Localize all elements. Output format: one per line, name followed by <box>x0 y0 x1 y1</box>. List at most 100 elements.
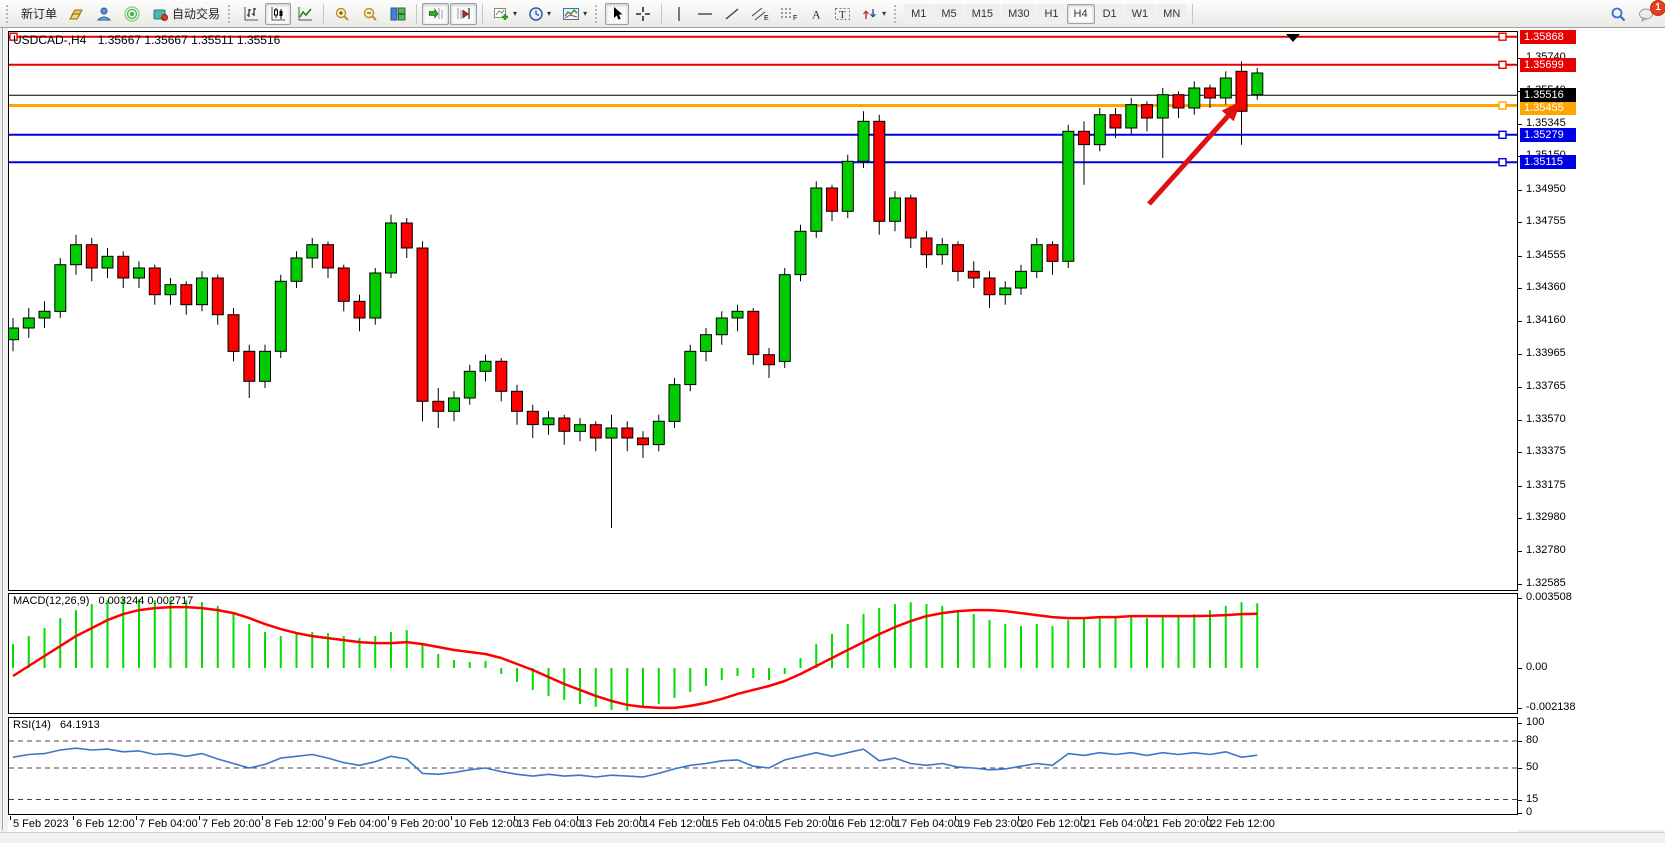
time-tick-mark <box>766 816 767 820</box>
chart-symbol-period: USDCAD-,H4 <box>13 33 87 47</box>
gold-icon-button[interactable] <box>63 3 90 25</box>
time-tick-mark <box>262 816 263 820</box>
price-tick-label: 1.34950 <box>1526 183 1566 195</box>
horizontal-line-tool-button[interactable] <box>692 3 718 25</box>
notifications-button[interactable]: 1 <box>1633 0 1665 25</box>
text-tool-button[interactable]: A <box>804 3 828 25</box>
rsi-level-label: 15 <box>1526 793 1539 805</box>
zoom-in-button[interactable] <box>329 3 356 25</box>
price-tick-mark <box>1518 190 1522 191</box>
tab-timeframe-w1[interactable]: W1 <box>1124 3 1156 24</box>
cursor-button[interactable] <box>605 2 630 25</box>
candlestick-chart-button[interactable] <box>265 2 292 25</box>
price-tick-mark <box>1518 256 1522 257</box>
tile-windows-button[interactable] <box>385 3 411 25</box>
new-order-label: 新订单 <box>21 7 58 21</box>
toolbar-separator <box>661 3 663 24</box>
price-line-badge: 1.35868 <box>1520 30 1576 44</box>
signal-icon <box>124 5 140 22</box>
search-icon <box>1611 7 1626 21</box>
rsi-indicator-panel[interactable]: RSI(14) 64.1913 <box>8 717 1518 815</box>
fibonacci-tool-button[interactable]: F <box>775 3 803 25</box>
price-axis[interactable]: 1.357401.355401.353451.351501.349501.347… <box>1518 28 1665 830</box>
price-tick-mark <box>1518 452 1522 453</box>
tab-timeframe-m15[interactable]: M15 <box>964 3 1001 24</box>
arrows-tool-button[interactable]: ▾ <box>857 3 891 25</box>
price-tick-mark <box>1518 387 1522 388</box>
time-axis-label: 9 Feb 04:00 <box>328 818 387 830</box>
macd-canvas[interactable] <box>9 594 1517 713</box>
candlestick-canvas[interactable] <box>9 32 1517 590</box>
autotrade-button[interactable]: 自动交易 <box>147 3 225 25</box>
main-price-chart[interactable]: USDCAD-,H4 1.35667 1.35667 1.35511 1.355… <box>8 31 1518 591</box>
macd-indicator-panel[interactable]: MACD(12,26,9) 0.003244 0.002717 <box>8 593 1518 714</box>
time-axis-label: 7 Feb 20:00 <box>202 818 261 830</box>
dropdown-caret: ▾ <box>513 8 518 18</box>
toolbar-separator <box>1192 3 1194 24</box>
price-tick-label: 1.34360 <box>1526 281 1566 293</box>
trendline-tool-button[interactable] <box>719 3 745 25</box>
toolbar-separator <box>482 3 484 24</box>
tab-timeframe-m30[interactable]: M30 <box>1001 3 1037 24</box>
auto-scroll-button[interactable] <box>422 2 450 25</box>
tab-timeframe-h4[interactable]: H4 <box>1066 3 1095 24</box>
bar-chart-button[interactable] <box>238 3 264 25</box>
price-tick-mark <box>1518 321 1522 322</box>
rsi-title: RSI(14) 64.1913 <box>13 719 100 731</box>
vertical-line-tool-button[interactable] <box>667 3 691 25</box>
broadcast-icon-button[interactable] <box>119 3 146 25</box>
rsi-level-label: 0 <box>1526 806 1533 818</box>
new-order-button[interactable]: 新订单 <box>16 3 62 25</box>
trendline-icon <box>725 7 739 20</box>
tab-timeframe-h1[interactable]: H1 <box>1037 3 1066 24</box>
time-axis-label: 17 Feb 04:00 <box>895 818 960 830</box>
line-chart-button[interactable] <box>292 3 318 25</box>
time-axis-label: 14 Feb 12:00 <box>643 818 708 830</box>
toolbar-gripper <box>228 4 233 23</box>
chart-shift-button[interactable] <box>450 2 478 25</box>
zoom-out-icon <box>363 7 377 21</box>
add-indicator-button[interactable]: ▾ <box>488 3 522 25</box>
rsi-level-label: 50 <box>1526 761 1539 773</box>
tile-windows-icon <box>390 7 406 20</box>
price-tick-label: 1.33765 <box>1526 380 1566 392</box>
zoom-in-icon <box>335 7 349 21</box>
toolbar-gripper <box>595 4 600 23</box>
rsi-canvas[interactable] <box>9 718 1517 814</box>
fibonacci-icon: F <box>781 8 797 22</box>
tab-timeframe-m1[interactable]: M1 <box>904 3 934 24</box>
time-axis-label: 22 Feb 12:00 <box>1210 818 1275 830</box>
channel-tool-button[interactable]: E <box>746 3 774 25</box>
time-tick-mark <box>388 816 389 820</box>
time-tick-mark <box>325 816 326 820</box>
price-tick-label: 1.34555 <box>1526 249 1566 261</box>
macd-title: MACD(12,26,9) 0.003244 0.002717 <box>13 595 193 607</box>
templates-button[interactable]: ▾ <box>557 3 592 25</box>
tab-timeframe-m5[interactable]: M5 <box>934 3 964 24</box>
search-button[interactable] <box>1605 3 1632 25</box>
profile-icon-button[interactable] <box>91 3 118 25</box>
time-tick-mark <box>829 816 830 820</box>
price-line-badge: 1.35455 <box>1520 101 1576 115</box>
price-tick-mark <box>1518 551 1522 552</box>
time-axis-label: 20 Feb 12:00 <box>1021 818 1086 830</box>
price-tick-label: 1.33570 <box>1526 413 1566 425</box>
clock-icon <box>529 6 543 21</box>
text-label-icon: T <box>835 7 851 21</box>
time-axis-label: 21 Feb 20:00 <box>1147 818 1212 830</box>
macd-scale-label: -0.002138 <box>1526 701 1576 713</box>
chart-shift-icon <box>457 7 470 19</box>
time-tick-mark <box>577 816 578 820</box>
crosshair-button[interactable] <box>630 3 656 25</box>
zoom-out-button[interactable] <box>357 3 384 25</box>
price-tick-label: 1.32780 <box>1526 544 1566 556</box>
price-tick-mark <box>1518 486 1522 487</box>
time-axis-label: 13 Feb 04:00 <box>517 818 582 830</box>
equidistant-channel-icon: E <box>751 7 769 22</box>
periods-button[interactable]: ▾ <box>523 3 556 25</box>
time-axis[interactable]: 5 Feb 2023 6 Feb 12:00 7 Feb 04:00 7 Feb 20… <box>8 816 1518 832</box>
tab-timeframe-d1[interactable]: D1 <box>1095 3 1124 24</box>
tab-timeframe-mn[interactable]: MN <box>1156 3 1188 24</box>
label-tool-button[interactable]: T <box>829 3 856 25</box>
